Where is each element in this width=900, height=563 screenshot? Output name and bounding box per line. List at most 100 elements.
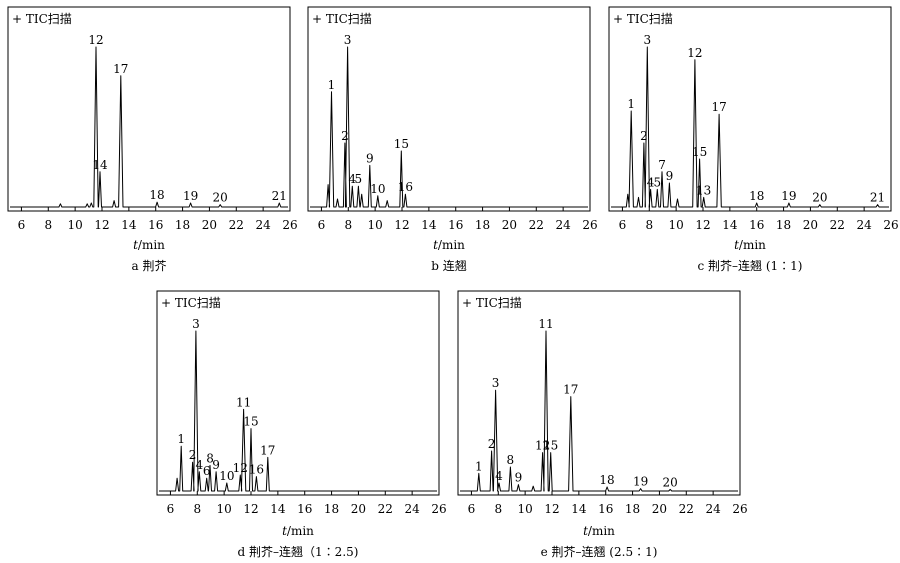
x-tick-label: 16: [448, 218, 463, 232]
peak-label: 10: [370, 182, 385, 196]
x-axis-label: t/min: [734, 238, 766, 252]
peak-label: 14: [92, 158, 108, 172]
x-tick-label: 18: [776, 218, 791, 232]
peak-label: 20: [663, 475, 678, 489]
plot-frame: [307, 6, 591, 212]
tic-trace: [310, 46, 588, 208]
x-axis-ticks: 6 8 10 12 14 16 18 20 22 24 26: [318, 207, 598, 232]
x-tick-label: 6: [167, 502, 175, 516]
peak-labels: 1 2 3 459 10 15 16: [328, 33, 413, 196]
x-tick-label: 24: [556, 218, 572, 232]
x-tick-label: 10: [518, 502, 533, 516]
peak-label: 17: [563, 383, 578, 397]
peak-label: 1: [328, 78, 336, 92]
peak-label: 21: [272, 189, 287, 203]
peak-label: 12: [233, 461, 248, 475]
panel-tag: + TIC扫描: [161, 296, 221, 310]
x-axis-ticks: 6 8 10 12 14 16 18 20 22 24 26: [619, 207, 899, 232]
peak-label: 19: [633, 475, 648, 489]
peak-label: 2: [341, 129, 349, 143]
x-tick-label: 20: [351, 502, 366, 516]
x-tick-label: 18: [625, 502, 640, 516]
peak-label: 2: [488, 437, 496, 451]
panel-tag: + TIC扫描: [462, 296, 522, 310]
peak-label: 12: [687, 46, 702, 60]
peak-label: 4: [495, 469, 503, 483]
x-tick-label: 10: [68, 218, 83, 232]
peak-label: 18: [749, 189, 764, 203]
x-tick-label: 26: [282, 218, 297, 232]
tic-trace: [611, 46, 889, 208]
tic-trace: [10, 46, 288, 208]
x-tick-label: 24: [256, 218, 272, 232]
x-tick-label: 22: [529, 218, 544, 232]
x-tick-label: 22: [679, 502, 694, 516]
tic-trace: [460, 330, 738, 492]
tic-trace: [159, 330, 437, 492]
x-tick-label: 14: [571, 502, 587, 516]
peak-label: 11: [538, 317, 553, 331]
peak-label: 20: [213, 191, 228, 205]
peak-label: 4: [348, 172, 356, 186]
x-tick-label: 24: [857, 218, 873, 232]
peak-label: 13: [696, 183, 711, 197]
peak-labels: 12 3 489 12 11 15 17 18 19 20: [475, 317, 678, 489]
panel-tag: + TIC扫描: [312, 12, 372, 26]
x-tick-label: 8: [494, 502, 502, 516]
plot-frame: [608, 6, 892, 212]
x-axis-ticks: 6 8 10 12 14 16 18 20 22 24 26: [468, 491, 748, 516]
x-tick-label: 8: [645, 218, 653, 232]
x-tick-label: 16: [297, 502, 312, 516]
x-axis-label: t/min: [433, 238, 465, 252]
peak-label: 19: [183, 189, 198, 203]
x-tick-label: 26: [732, 502, 747, 516]
plot-frame: [7, 6, 291, 212]
x-tick-label: 24: [706, 502, 722, 516]
plot-frame: [156, 290, 440, 496]
x-tick-label: 18: [475, 218, 490, 232]
peak-label: 1: [177, 432, 185, 446]
x-tick-label: 6: [619, 218, 627, 232]
panel-caption: c 荆芥–连翘 (1∶1): [698, 258, 803, 273]
x-tick-label: 12: [394, 218, 409, 232]
x-tick-label: 12: [94, 218, 109, 232]
x-tick-label: 12: [243, 502, 258, 516]
panel-caption: a 荆芥: [132, 259, 167, 273]
x-tick-label: 22: [378, 502, 393, 516]
peak-label: 2: [189, 448, 197, 462]
x-axis-label: t/min: [583, 524, 615, 538]
x-tick-label: 16: [749, 218, 764, 232]
x-tick-label: 10: [368, 218, 383, 232]
peak-label: 5: [654, 175, 662, 189]
x-tick-label: 14: [421, 218, 437, 232]
peak-label: 8: [206, 451, 214, 465]
peak-label: 1: [475, 459, 483, 473]
panel-caption: b 连翘: [431, 258, 467, 273]
x-tick-label: 6: [318, 218, 326, 232]
peak-label: 8: [507, 453, 515, 467]
x-axis-ticks: 6 8 10 12 14 16 18 20 22 24 26: [18, 207, 298, 232]
peak-label: 9: [666, 169, 674, 183]
peak-label: 4: [647, 175, 655, 189]
peak-label: 3: [643, 33, 651, 47]
x-tick-label: 16: [598, 502, 613, 516]
peak-label: 10: [219, 469, 234, 483]
x-axis-label: t/min: [133, 238, 165, 252]
panel-caption: e 荆芥–连翘 (2.5∶1): [541, 544, 658, 559]
peak-label: 16: [398, 180, 413, 194]
peak-label: 12: [535, 439, 550, 453]
peak-label: 15: [243, 415, 258, 429]
peak-label: 18: [599, 473, 614, 487]
x-tick-label: 14: [722, 218, 738, 232]
peak-label: 17: [260, 443, 275, 457]
peak-label: 15: [394, 137, 409, 151]
peak-label: 12: [88, 33, 103, 47]
x-tick-label: 18: [175, 218, 190, 232]
peak-label: 21: [870, 191, 885, 205]
plot-frame: [457, 290, 741, 496]
x-tick-label: 12: [544, 502, 559, 516]
x-tick-label: 22: [229, 218, 244, 232]
